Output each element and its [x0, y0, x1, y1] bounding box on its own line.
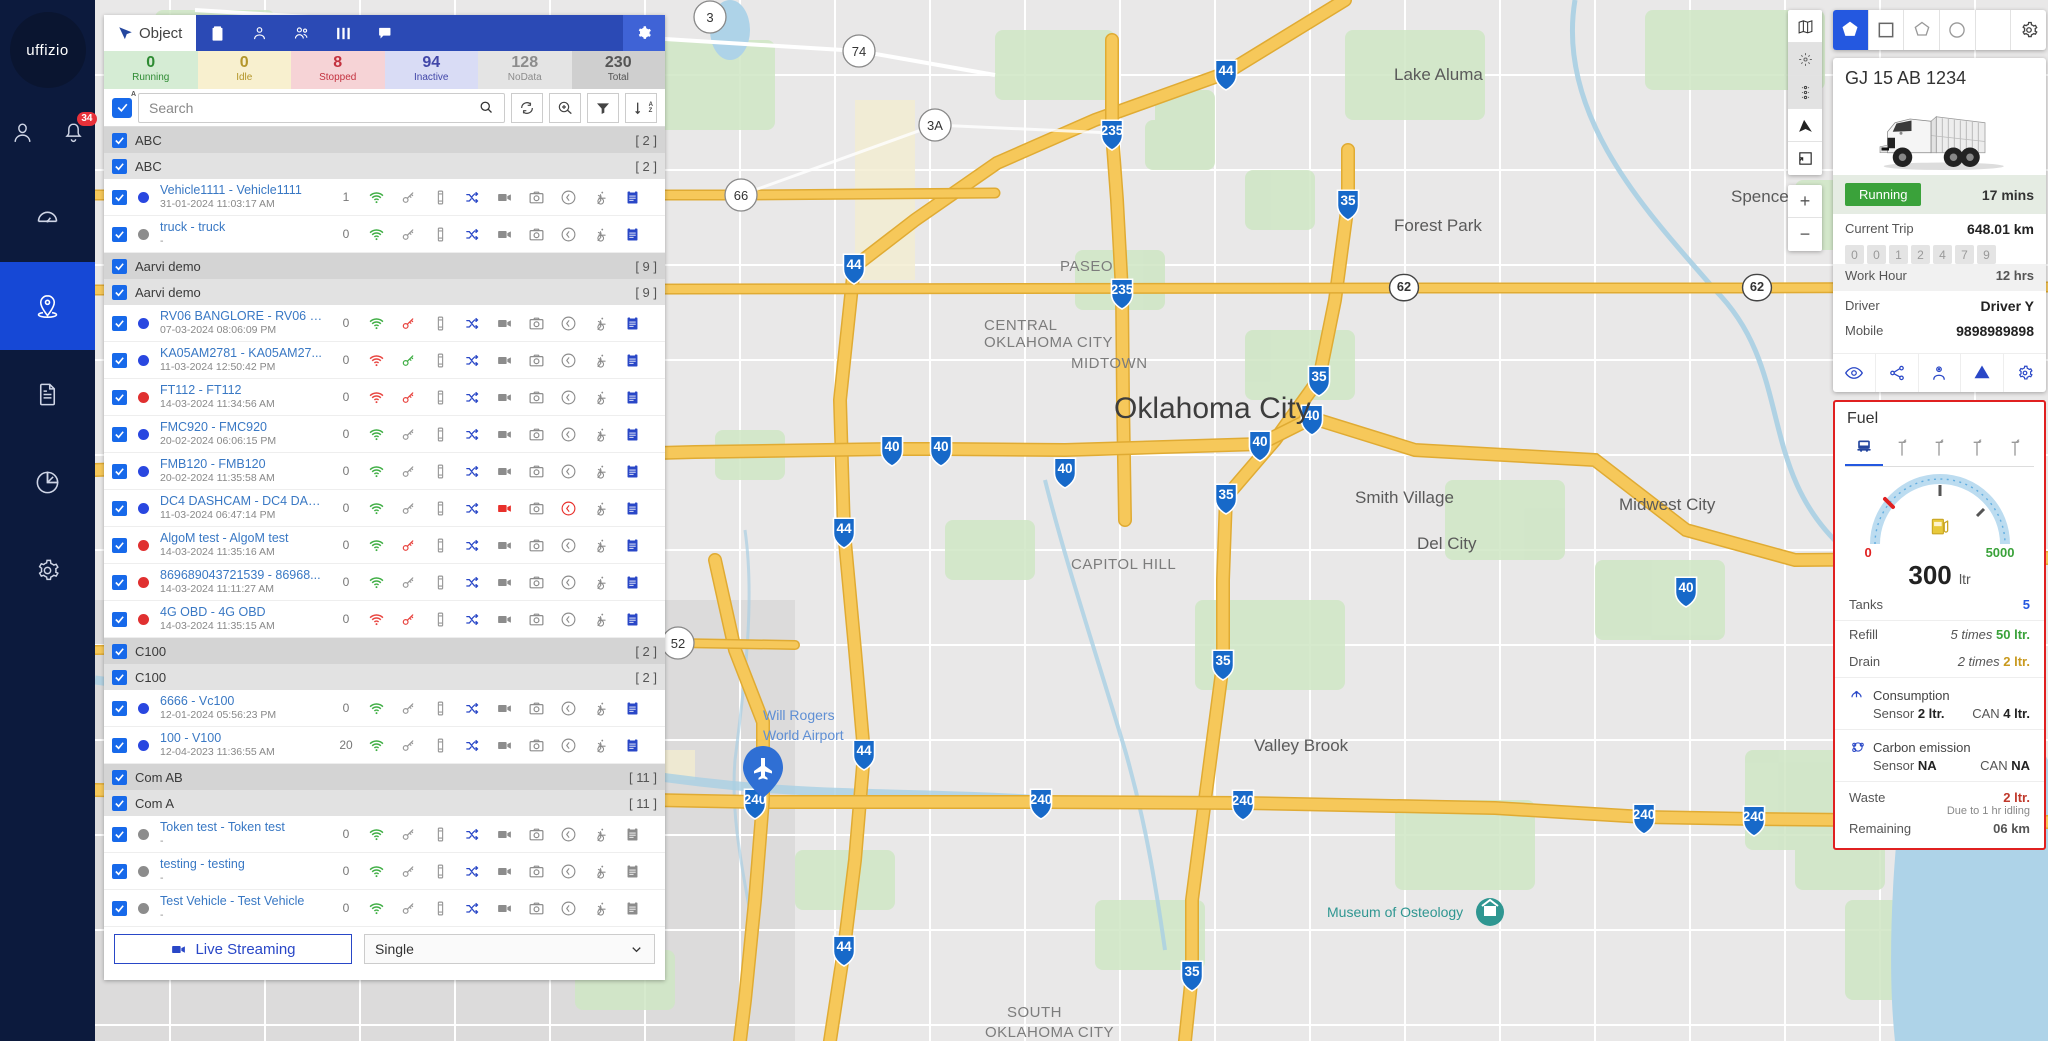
svg-text:62: 62: [1397, 279, 1411, 294]
svg-text:Valley Brook: Valley Brook: [1254, 736, 1349, 755]
svg-text:40: 40: [933, 439, 948, 454]
svg-text:235: 235: [1111, 282, 1134, 297]
svg-text:PASEO: PASEO: [1060, 258, 1113, 275]
svg-text:40: 40: [884, 439, 899, 454]
svg-text:Forest Park: Forest Park: [1394, 216, 1482, 235]
svg-text:Smith Village: Smith Village: [1355, 488, 1454, 507]
svg-text:44: 44: [856, 743, 872, 758]
svg-text:Del City: Del City: [1417, 534, 1477, 553]
svg-text:66: 66: [734, 188, 748, 203]
svg-text:44: 44: [1218, 63, 1234, 78]
svg-text:MIDTOWN: MIDTOWN: [1071, 355, 1148, 372]
svg-text:44: 44: [836, 521, 852, 536]
svg-text:44: 44: [836, 939, 852, 954]
svg-text:35: 35: [1218, 487, 1234, 502]
svg-text:74: 74: [852, 44, 866, 59]
svg-text:240: 240: [1743, 809, 1766, 824]
svg-text:235: 235: [1101, 123, 1124, 138]
svg-text:40: 40: [1057, 461, 1072, 476]
svg-text:62: 62: [1750, 279, 1764, 294]
svg-text:35: 35: [1311, 369, 1327, 384]
svg-text:35: 35: [1184, 964, 1200, 979]
svg-text:3: 3: [706, 10, 713, 25]
svg-text:240: 240: [1030, 792, 1053, 807]
svg-text:Midwest City: Midwest City: [1619, 495, 1716, 514]
svg-text:CENTRAL: CENTRAL: [984, 317, 1058, 334]
svg-text:World Airport: World Airport: [763, 727, 844, 743]
svg-text:3A: 3A: [927, 118, 943, 133]
svg-text:Museum of Osteology: Museum of Osteology: [1327, 904, 1463, 920]
svg-text:Spencer: Spencer: [1731, 187, 1795, 206]
svg-text:40: 40: [1678, 580, 1693, 595]
svg-text:40: 40: [1252, 434, 1267, 449]
svg-text:240: 240: [1232, 793, 1255, 808]
svg-text:Lake Aluma: Lake Aluma: [1394, 65, 1483, 84]
svg-text:Oklahoma City: Oklahoma City: [1114, 392, 1311, 425]
svg-text:35: 35: [1215, 653, 1231, 668]
svg-text:44: 44: [846, 257, 862, 272]
svg-text:240: 240: [1633, 807, 1656, 822]
svg-text:OKLAHOMA CITY: OKLAHOMA CITY: [985, 1024, 1114, 1041]
svg-text:OKLAHOMA CITY: OKLAHOMA CITY: [984, 334, 1113, 351]
svg-text:35: 35: [1340, 193, 1356, 208]
svg-text:SOUTH: SOUTH: [1007, 1004, 1062, 1021]
svg-text:Will Rogers: Will Rogers: [763, 707, 835, 723]
svg-text:52: 52: [671, 636, 685, 651]
svg-text:CAPITOL HILL: CAPITOL HILL: [1071, 556, 1176, 573]
